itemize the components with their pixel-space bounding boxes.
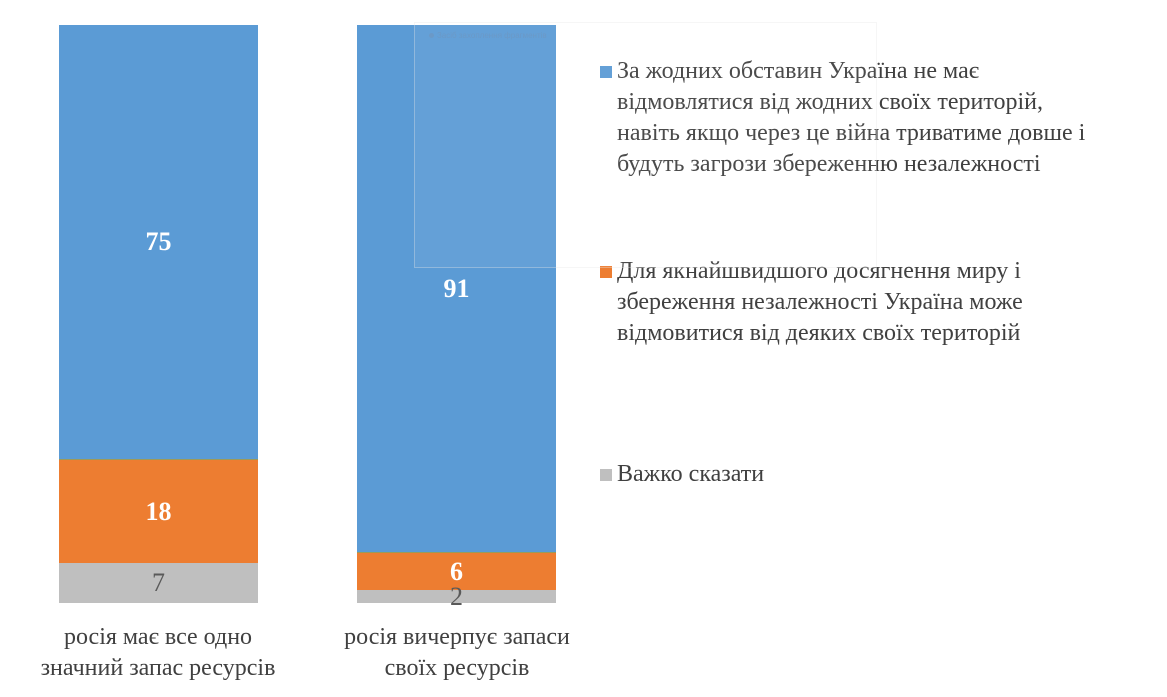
legend-item-never-cede: За жодних обставин Україна не має відмов…: [600, 56, 1147, 180]
category-label-1-line-1: росія має все одно: [63, 624, 253, 650]
legend-line: Для якнайшвидшого досягнення миру і: [617, 258, 1021, 284]
legend-line: відмовитися від деяких своїх територій: [617, 320, 1021, 346]
legend-item-hard-to-say: Важко сказати: [600, 459, 1147, 490]
snipping-tool-title-text: Засіб захоплення фрагментів: [437, 31, 547, 40]
bar-1-value-hard-to-say: 7: [152, 568, 165, 597]
bar-1-segment-may-cede: 18: [59, 459, 258, 563]
legend-text-never-cede: За жодних обставин Україна не має відмов…: [617, 56, 1147, 180]
snipping-tool-icon: [429, 33, 434, 38]
legend-item-may-cede: Для якнайшвидшого досягнення миру і збер…: [600, 256, 1147, 349]
legend-line: будуть загрози збереженню незалежності: [617, 151, 1041, 177]
category-label-1-line-2: значний запас ресурсів: [40, 655, 276, 681]
legend-line: відмовлятися від жодних своїх територій,: [617, 89, 1044, 115]
category-label-1: росія має все одно значний запас ресурсі…: [23, 622, 293, 684]
bar-1: 75 18 7: [59, 25, 258, 603]
bar-2-value-hard-to-say: 2: [450, 582, 463, 611]
legend-text-hard-to-say: Важко сказати: [617, 459, 1147, 490]
category-label-2-line-2: своїх ресурсів: [384, 655, 530, 681]
bar-2-segment-hard-to-say: 2: [357, 584, 556, 610]
bar-1-value-may-cede: 18: [145, 496, 172, 526]
bar-2: 91 6 2: [357, 25, 556, 610]
bar-2-value-never-cede: 91: [443, 273, 470, 303]
bar-1-value-never-cede: 75: [145, 227, 172, 256]
legend-swatch-blue-icon: [600, 66, 612, 78]
bar-2-segment-may-cede: 6: [357, 552, 556, 590]
legend-line: За жодних обставин Україна не має: [617, 58, 980, 84]
snipping-tool-overlay[interactable]: Засіб захоплення фрагментів: [414, 22, 877, 268]
legend-swatch-gray-icon: [600, 469, 612, 481]
bar-1-segment-hard-to-say: 7: [59, 563, 258, 603]
legend-line: збереження незалежності Україна може: [617, 289, 1023, 315]
snipping-tool-title: Засіб захоплення фрагментів: [429, 31, 547, 40]
category-label-2-line-1: росія вичерпує запаси: [344, 624, 570, 650]
bar-2-value-may-cede: 6: [450, 557, 463, 586]
category-label-2: росія вичерпує запаси своїх ресурсів: [322, 622, 592, 684]
legend-swatch-orange-icon: [600, 266, 612, 278]
legend-line: Важко сказати: [617, 461, 765, 487]
bar-1-segment-never-cede: 75: [59, 25, 258, 459]
legend-line: навіть якщо через це війна триватиме дов…: [617, 120, 1086, 146]
bar-2-segment-never-cede: 91: [357, 25, 556, 552]
legend-text-may-cede: Для якнайшвидшого досягнення миру і збер…: [617, 256, 1147, 349]
